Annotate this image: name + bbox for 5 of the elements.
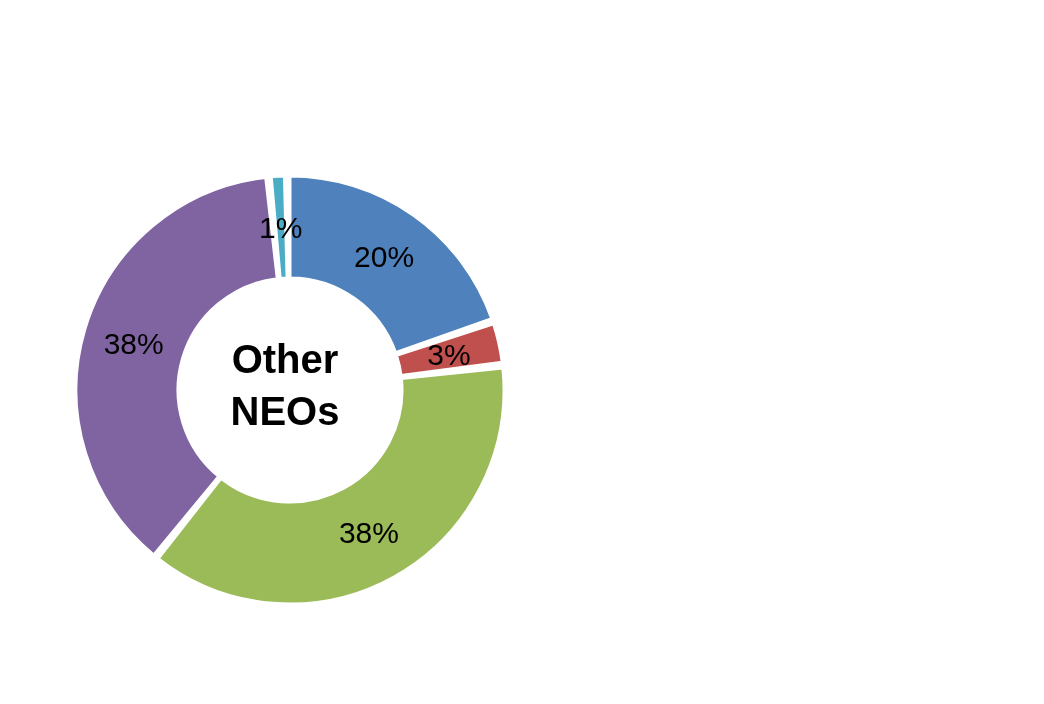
text: Other NEOs bbox=[229, 336, 341, 435]
data-label: 38% bbox=[103, 327, 164, 361]
data-label: 3% bbox=[427, 337, 471, 371]
data-label: 38% bbox=[338, 516, 399, 550]
data-label: 20% bbox=[354, 240, 415, 274]
